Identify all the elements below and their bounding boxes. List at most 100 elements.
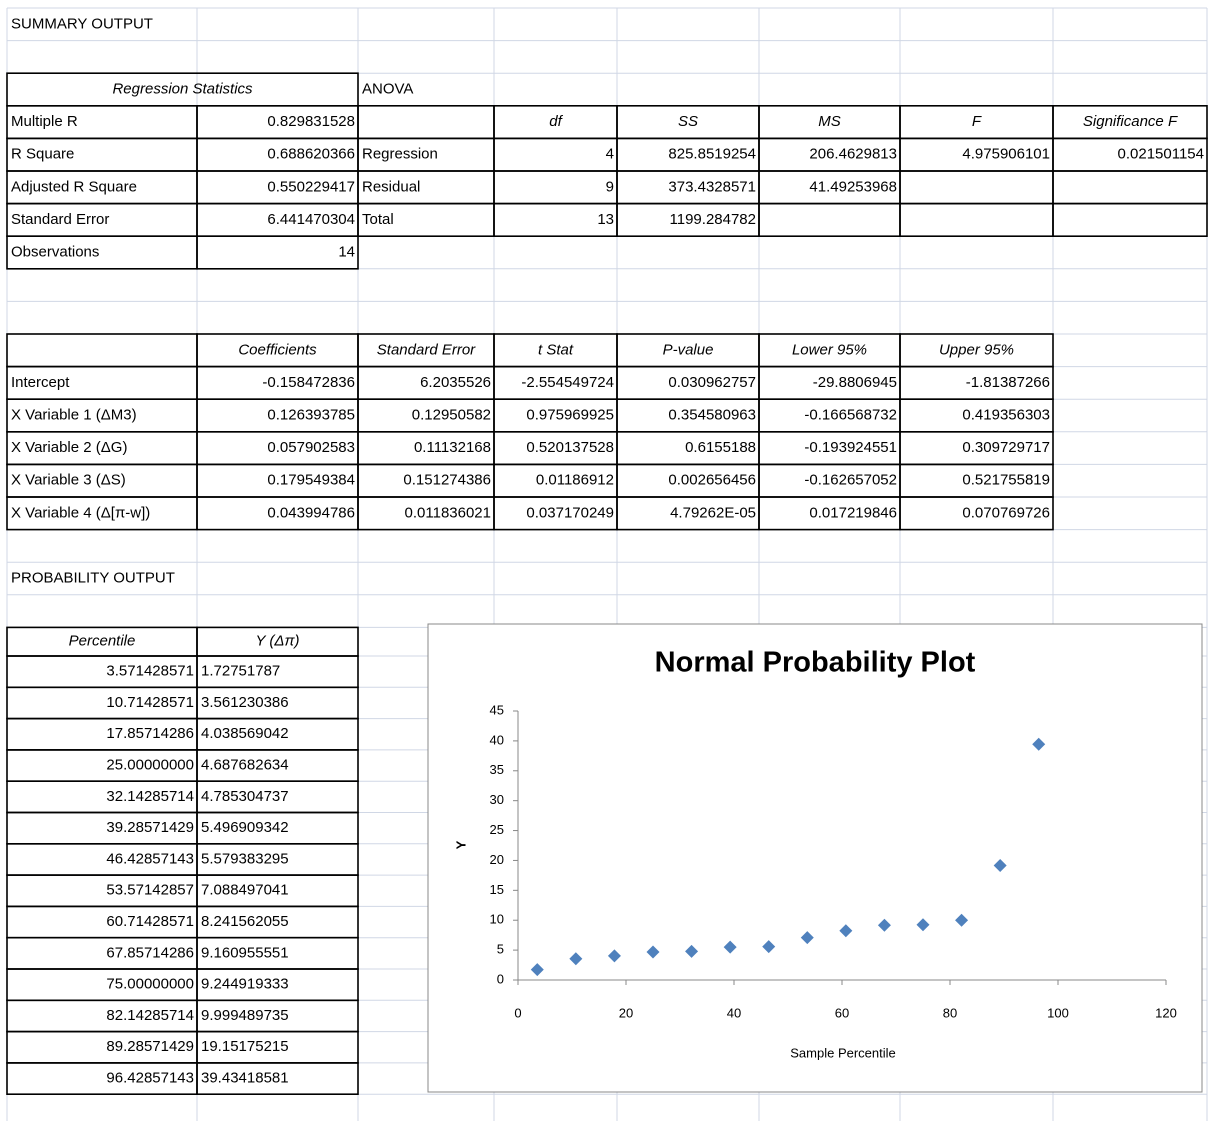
cell-text: -0.193924551 <box>804 439 897 456</box>
cell-text: Y (Δπ) <box>255 633 299 650</box>
cell-text: 10.71428571 <box>106 694 194 711</box>
cell-text: 41.49253968 <box>809 178 897 195</box>
cell-text: 5.496909342 <box>201 819 289 836</box>
cell-text: -29.8806945 <box>813 374 897 391</box>
cell-text: 0.419356303 <box>962 406 1050 423</box>
cell-text: 53.57142857 <box>106 882 194 899</box>
cell-text: -1.81387266 <box>966 374 1050 391</box>
cell-text: 39.28571429 <box>106 819 194 836</box>
cell-text: -0.166568732 <box>804 406 897 423</box>
cell-text: 67.85714286 <box>106 944 194 961</box>
data-point <box>877 918 891 932</box>
cell-text: Multiple R <box>11 113 78 130</box>
cell-border <box>1052 202 1208 238</box>
cell-text: SUMMARY OUTPUT <box>11 15 153 32</box>
cell-text: 89.28571429 <box>106 1038 194 1055</box>
cell-text: 0.037170249 <box>526 504 614 521</box>
x-tick-label: 40 <box>727 1005 741 1020</box>
cell-text: X Variable 4 (Δ[π-w]) <box>11 504 150 521</box>
cell-border <box>196 235 359 270</box>
cell-text: 6.441470304 <box>267 211 355 228</box>
cell-text: 0.030962757 <box>668 374 756 391</box>
cell-text: -2.554549724 <box>521 374 614 391</box>
cell-text: 96.42857143 <box>106 1070 194 1087</box>
cell-text: Total <box>362 211 394 228</box>
x-tick-label: 80 <box>943 1005 957 1020</box>
cell-text: -0.158472836 <box>262 374 355 391</box>
cell-text: -0.162657052 <box>804 472 897 489</box>
cell-text: 14 <box>338 243 355 260</box>
cell-text: 4.687682634 <box>201 757 289 774</box>
cell-text: Residual <box>362 178 420 195</box>
cell-text: 0.017219846 <box>809 504 897 521</box>
y-tick-label: 45 <box>490 702 504 717</box>
cell-text: 0.002656456 <box>668 472 756 489</box>
x-tick-label: 20 <box>619 1005 633 1020</box>
y-tick-label: 5 <box>497 942 504 957</box>
cell-text: t Stat <box>538 341 574 358</box>
cell-border <box>357 105 495 140</box>
cell-text: 82.14285714 <box>106 1007 194 1024</box>
cell-text: 4.785304737 <box>201 788 289 805</box>
data-point <box>993 859 1007 873</box>
cell-text: Standard Error <box>377 341 476 358</box>
cell-text: 46.42857143 <box>106 850 194 867</box>
cell-text: Significance F <box>1083 113 1178 130</box>
cell-text: 0.12950582 <box>412 406 491 423</box>
cell-text: Percentile <box>69 633 136 650</box>
chart: Normal Probability Plot 0 20 40 60 80 100 120 0 5… <box>427 623 1203 1093</box>
cell-text: 1199.284782 <box>670 211 756 228</box>
cell-text: 0.975969925 <box>526 406 614 423</box>
cell-border <box>493 137 618 172</box>
cell-text: 13 <box>597 211 614 228</box>
cell-text: 17.85714286 <box>106 725 194 742</box>
cell-text: Upper 95% <box>939 341 1014 358</box>
cell-text: 8.241562055 <box>201 913 289 930</box>
cell-text: 7.088497041 <box>201 882 289 899</box>
cell-text: 0.043994786 <box>267 504 355 521</box>
cell-border <box>899 496 1054 531</box>
cell-text: 0.521755819 <box>962 472 1050 489</box>
cell-text: 39.43418581 <box>201 1070 289 1087</box>
x-tick-label: 0 <box>514 1005 521 1020</box>
cell-text: 0.070769726 <box>962 504 1050 521</box>
x-tick-label: 100 <box>1047 1005 1069 1020</box>
cell-text: 0.01186912 <box>536 472 614 489</box>
cell-text: 0.309729717 <box>962 439 1050 456</box>
data-point <box>685 944 699 958</box>
x-tick-label: 120 <box>1155 1005 1177 1020</box>
cell-text: X Variable 2 (ΔG) <box>11 439 127 456</box>
y-tick-label: 25 <box>490 822 504 837</box>
data-point <box>646 945 660 959</box>
cell-text: 9.999489735 <box>201 1007 289 1024</box>
cell-text: 0.520137528 <box>526 439 614 456</box>
cell-text: 0.354580963 <box>668 406 756 423</box>
cell-border <box>899 202 1054 238</box>
cell-text: 60.71428571 <box>106 913 194 930</box>
cell-border <box>899 170 1054 205</box>
y-axis-label: Y <box>453 840 468 849</box>
cell-text: 4.038569042 <box>201 725 289 742</box>
cell-text: Observations <box>11 243 99 260</box>
cell-text: 0.057902583 <box>267 439 355 456</box>
data-point <box>762 940 776 954</box>
cell-border <box>6 333 198 368</box>
cell-text: 0.11132168 <box>414 439 491 456</box>
data-point <box>800 931 814 945</box>
y-tick-label: 40 <box>490 732 504 747</box>
cell-text: Regression <box>362 146 438 163</box>
cell-text: Coefficients <box>238 341 317 358</box>
cell-text: Standard Error <box>11 211 109 228</box>
cell-border <box>1052 170 1208 205</box>
cell-text: Lower 95% <box>792 341 867 358</box>
cell-text: 32.14285714 <box>106 788 194 805</box>
cell-text: 373.4328571 <box>668 178 756 195</box>
x-axis-label: Sample Percentile <box>790 1045 896 1060</box>
cell-text: 0.550229417 <box>267 178 355 195</box>
data-point <box>723 940 737 954</box>
y-tick-label: 15 <box>490 882 504 897</box>
y-tick-label: 10 <box>490 912 504 927</box>
chart-title: Normal Probability Plot <box>655 647 976 679</box>
cell-text: Regression Statistics <box>112 80 253 97</box>
